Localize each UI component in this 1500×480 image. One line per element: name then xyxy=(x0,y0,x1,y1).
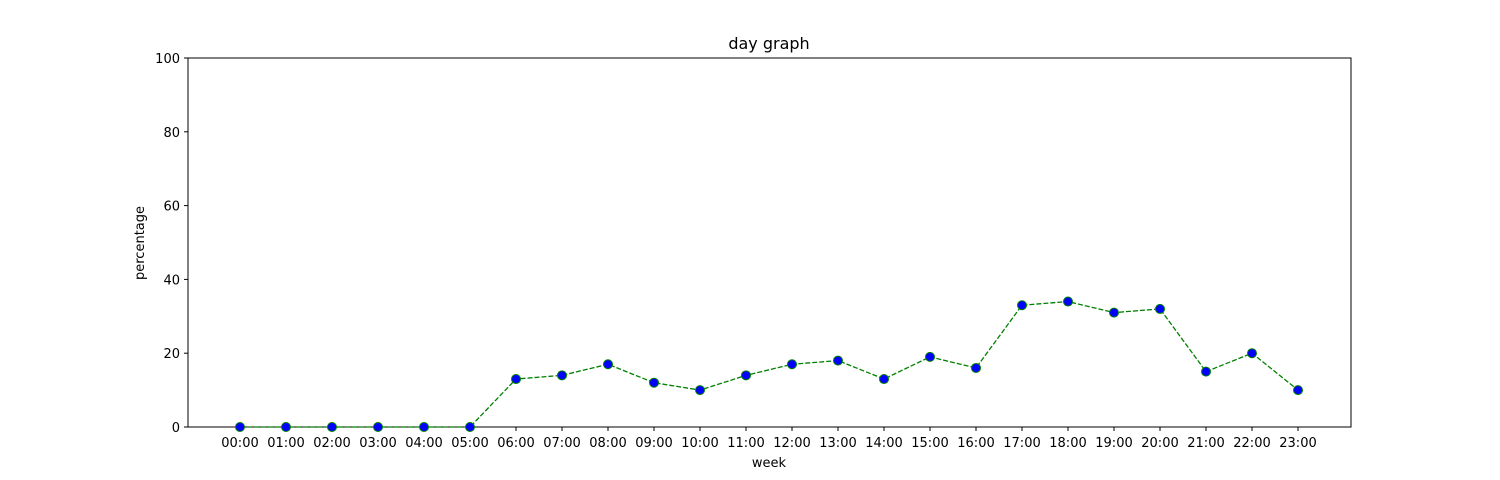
data-point xyxy=(603,359,613,370)
data-point xyxy=(511,374,521,385)
x-tick-label: 15:00 xyxy=(911,436,948,451)
y-tick-label: 40 xyxy=(163,273,180,288)
x-axis-label: week xyxy=(752,456,787,471)
data-point xyxy=(1201,366,1211,377)
x-tick-label: 07:00 xyxy=(543,436,580,451)
data-point xyxy=(925,351,935,362)
y-tick-label: 60 xyxy=(163,200,180,215)
data-point xyxy=(695,385,705,396)
data-point xyxy=(1017,300,1027,311)
x-tick-label: 12:00 xyxy=(773,436,810,451)
data-point xyxy=(327,422,337,432)
data-point xyxy=(649,377,659,388)
x-tick-label: 00:00 xyxy=(221,436,258,451)
data-point xyxy=(787,359,797,370)
data-point xyxy=(1247,348,1257,359)
x-tick-label: 20:00 xyxy=(1141,436,1178,451)
data-point xyxy=(833,355,843,366)
x-tick-label: 21:00 xyxy=(1187,436,1224,451)
x-tick-label: 14:00 xyxy=(865,436,902,451)
x-tick-label: 08:00 xyxy=(589,436,626,451)
plot-area-frame xyxy=(187,57,1352,428)
x-tick-label: 16:00 xyxy=(957,436,994,451)
data-point xyxy=(741,370,751,381)
series-line xyxy=(240,300,1299,428)
data-point xyxy=(373,422,383,432)
x-tick-label: 06:00 xyxy=(497,436,534,451)
x-tick-label: 09:00 xyxy=(635,436,672,451)
data-point xyxy=(879,374,889,385)
y-tick-label: 80 xyxy=(163,126,180,141)
x-tick-label: 11:00 xyxy=(727,436,764,451)
x-tick-label: 18:00 xyxy=(1049,436,1086,451)
x-tick-label: 17:00 xyxy=(1003,436,1040,451)
data-point xyxy=(1109,307,1119,318)
y-axis-label: percentage xyxy=(133,206,148,280)
x-axis: 00:00 01:00 02:00 03:00 04:00 05:00 06:00 07:00… xyxy=(221,427,1317,451)
data-point xyxy=(557,370,567,381)
chart-title: day graph xyxy=(728,34,809,53)
data-point xyxy=(235,422,245,432)
data-point xyxy=(419,422,429,432)
x-tick-label: 03:00 xyxy=(359,436,396,451)
x-tick-label: 02:00 xyxy=(313,436,350,451)
y-tick-label: 0 xyxy=(172,421,180,436)
data-point xyxy=(971,362,981,373)
x-tick-label: 01:00 xyxy=(267,436,304,451)
x-tick-label: 04:00 xyxy=(405,436,442,451)
data-point xyxy=(1155,303,1165,314)
series-percentage xyxy=(235,296,1303,432)
x-tick-label: 19:00 xyxy=(1095,436,1132,451)
x-tick-label: 05:00 xyxy=(451,436,488,451)
x-tick-label: 23:00 xyxy=(1279,436,1316,451)
x-tick-label: 13:00 xyxy=(819,436,856,451)
x-tick-label: 22:00 xyxy=(1233,436,1270,451)
data-point xyxy=(465,422,475,432)
y-tick-label: 100 xyxy=(155,52,180,67)
data-point xyxy=(281,422,291,432)
data-point xyxy=(1293,385,1303,396)
y-axis: 0 20 40 60 80 100 xyxy=(155,52,188,436)
y-tick-label: 20 xyxy=(163,347,180,362)
x-tick-label: 10:00 xyxy=(681,436,718,451)
data-point xyxy=(1063,296,1073,307)
